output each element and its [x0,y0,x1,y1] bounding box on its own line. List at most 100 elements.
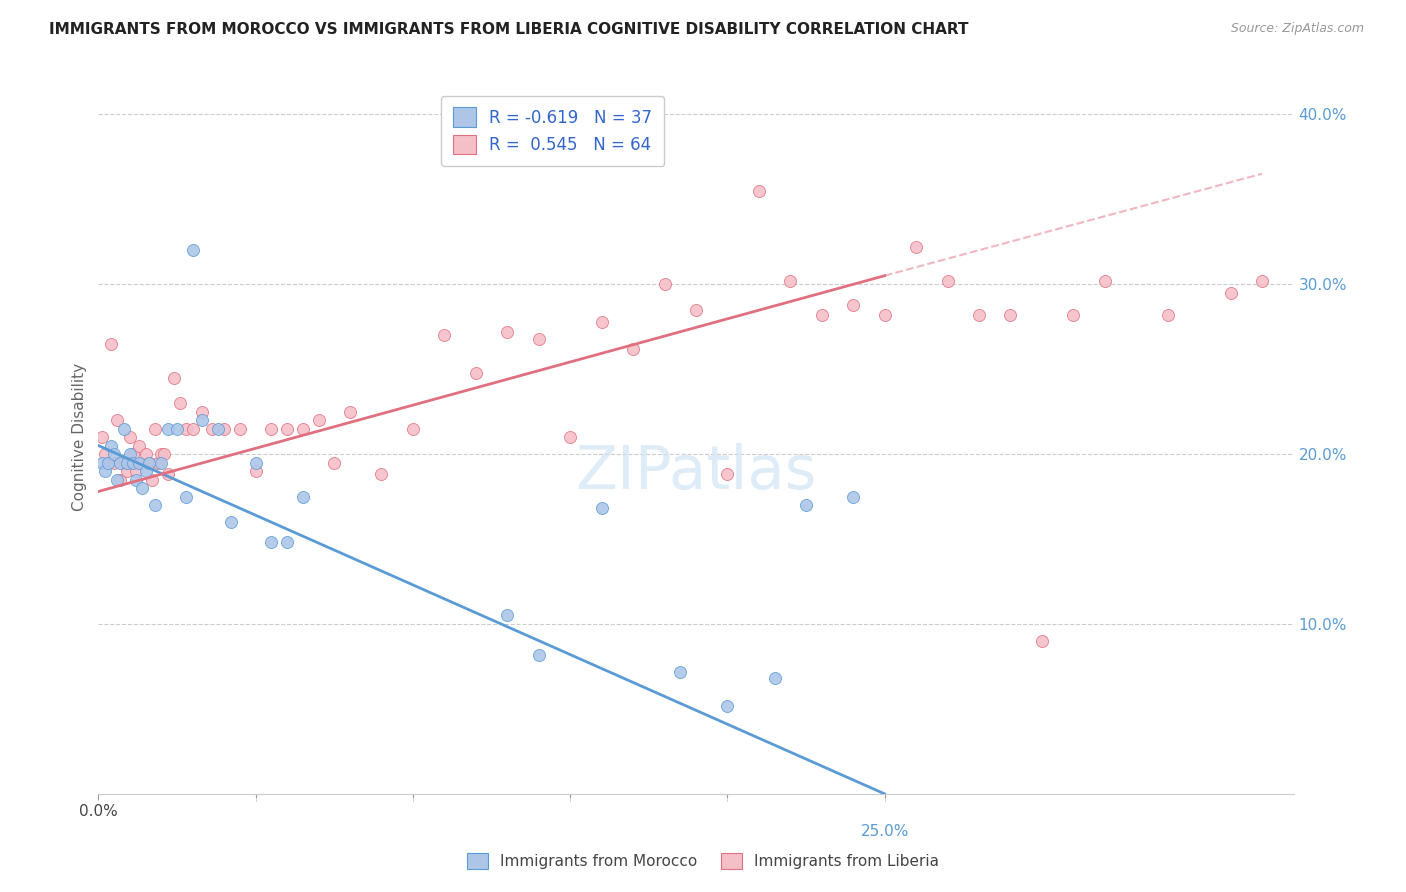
Point [245,464,267,478]
Text: 25.0%: 25.0% [860,824,908,839]
Point [229,421,252,435]
Point [370,467,392,482]
Legend: Immigrants from Morocco, Immigrants from Liberia: Immigrants from Morocco, Immigrants from… [461,847,945,875]
Point [967,308,990,322]
Point [685,302,707,317]
Point [1219,285,1241,300]
Point [143,421,166,435]
Point [110,473,132,487]
Point [103,447,125,461]
Point [1157,308,1180,322]
Point [779,274,801,288]
Point [148,456,170,470]
Point [716,698,738,713]
Point [245,456,267,470]
Point [93,464,115,478]
Text: Source: ZipAtlas.com: Source: ZipAtlas.com [1230,22,1364,36]
Point [118,430,141,444]
Point [591,501,613,516]
Point [181,421,204,435]
Point [97,456,120,470]
Point [591,314,613,328]
Point [842,297,865,311]
Legend: R = -0.619   N = 37, R =  0.545   N = 64: R = -0.619 N = 37, R = 0.545 N = 64 [441,95,664,166]
Point [93,447,115,461]
Point [153,447,176,461]
Point [763,671,786,685]
Point [156,421,179,435]
Point [308,413,330,427]
Point [207,421,229,435]
Point [276,535,298,549]
Point [291,421,314,435]
Point [122,456,145,470]
Point [100,336,122,351]
Point [291,490,314,504]
Point [1094,274,1116,288]
Point [100,439,122,453]
Point [128,439,150,453]
Point [339,404,361,418]
Point [276,421,298,435]
Text: IMMIGRANTS FROM MOROCCO VS IMMIGRANTS FROM LIBERIA COGNITIVE DISABILITY CORRELAT: IMMIGRANTS FROM MOROCCO VS IMMIGRANTS FR… [49,22,969,37]
Point [103,456,125,470]
Point [810,308,832,322]
Point [1031,634,1053,648]
Point [115,456,138,470]
Point [156,467,179,482]
Point [176,421,198,435]
Point [621,342,644,356]
Point [1251,274,1274,288]
Point [794,498,817,512]
Point [128,456,150,470]
Point [125,473,148,487]
Point [90,456,112,470]
Point [191,404,214,418]
Point [433,328,456,343]
Point [201,421,224,435]
Point [905,240,928,254]
Point [150,447,173,461]
Point [212,421,235,435]
Point [135,447,157,461]
Point [110,456,132,470]
Point [105,413,128,427]
Point [138,456,160,470]
Point [527,332,550,346]
Point [260,421,283,435]
Point [181,243,204,257]
Point [112,456,135,470]
Point [166,421,188,435]
Point [936,274,959,288]
Point [118,447,141,461]
Point [131,481,153,495]
Point [560,430,582,444]
Point [496,608,519,623]
Point [1000,308,1022,322]
Point [464,366,486,380]
Point [873,308,896,322]
Text: ZIPatlas: ZIPatlas [575,443,817,502]
Point [219,515,242,529]
Point [112,421,135,435]
Y-axis label: Cognitive Disability: Cognitive Disability [72,363,87,511]
Point [135,464,157,478]
Point [169,396,191,410]
Point [527,648,550,662]
Point [842,490,865,504]
Point [748,184,770,198]
Point [90,430,112,444]
Point [176,490,198,504]
Point [654,277,676,292]
Point [402,421,425,435]
Point [143,498,166,512]
Point [260,535,283,549]
Point [138,456,160,470]
Point [122,447,145,461]
Point [115,464,138,478]
Point [105,473,128,487]
Point [150,456,173,470]
Point [131,456,153,470]
Point [141,473,163,487]
Point [125,464,148,478]
